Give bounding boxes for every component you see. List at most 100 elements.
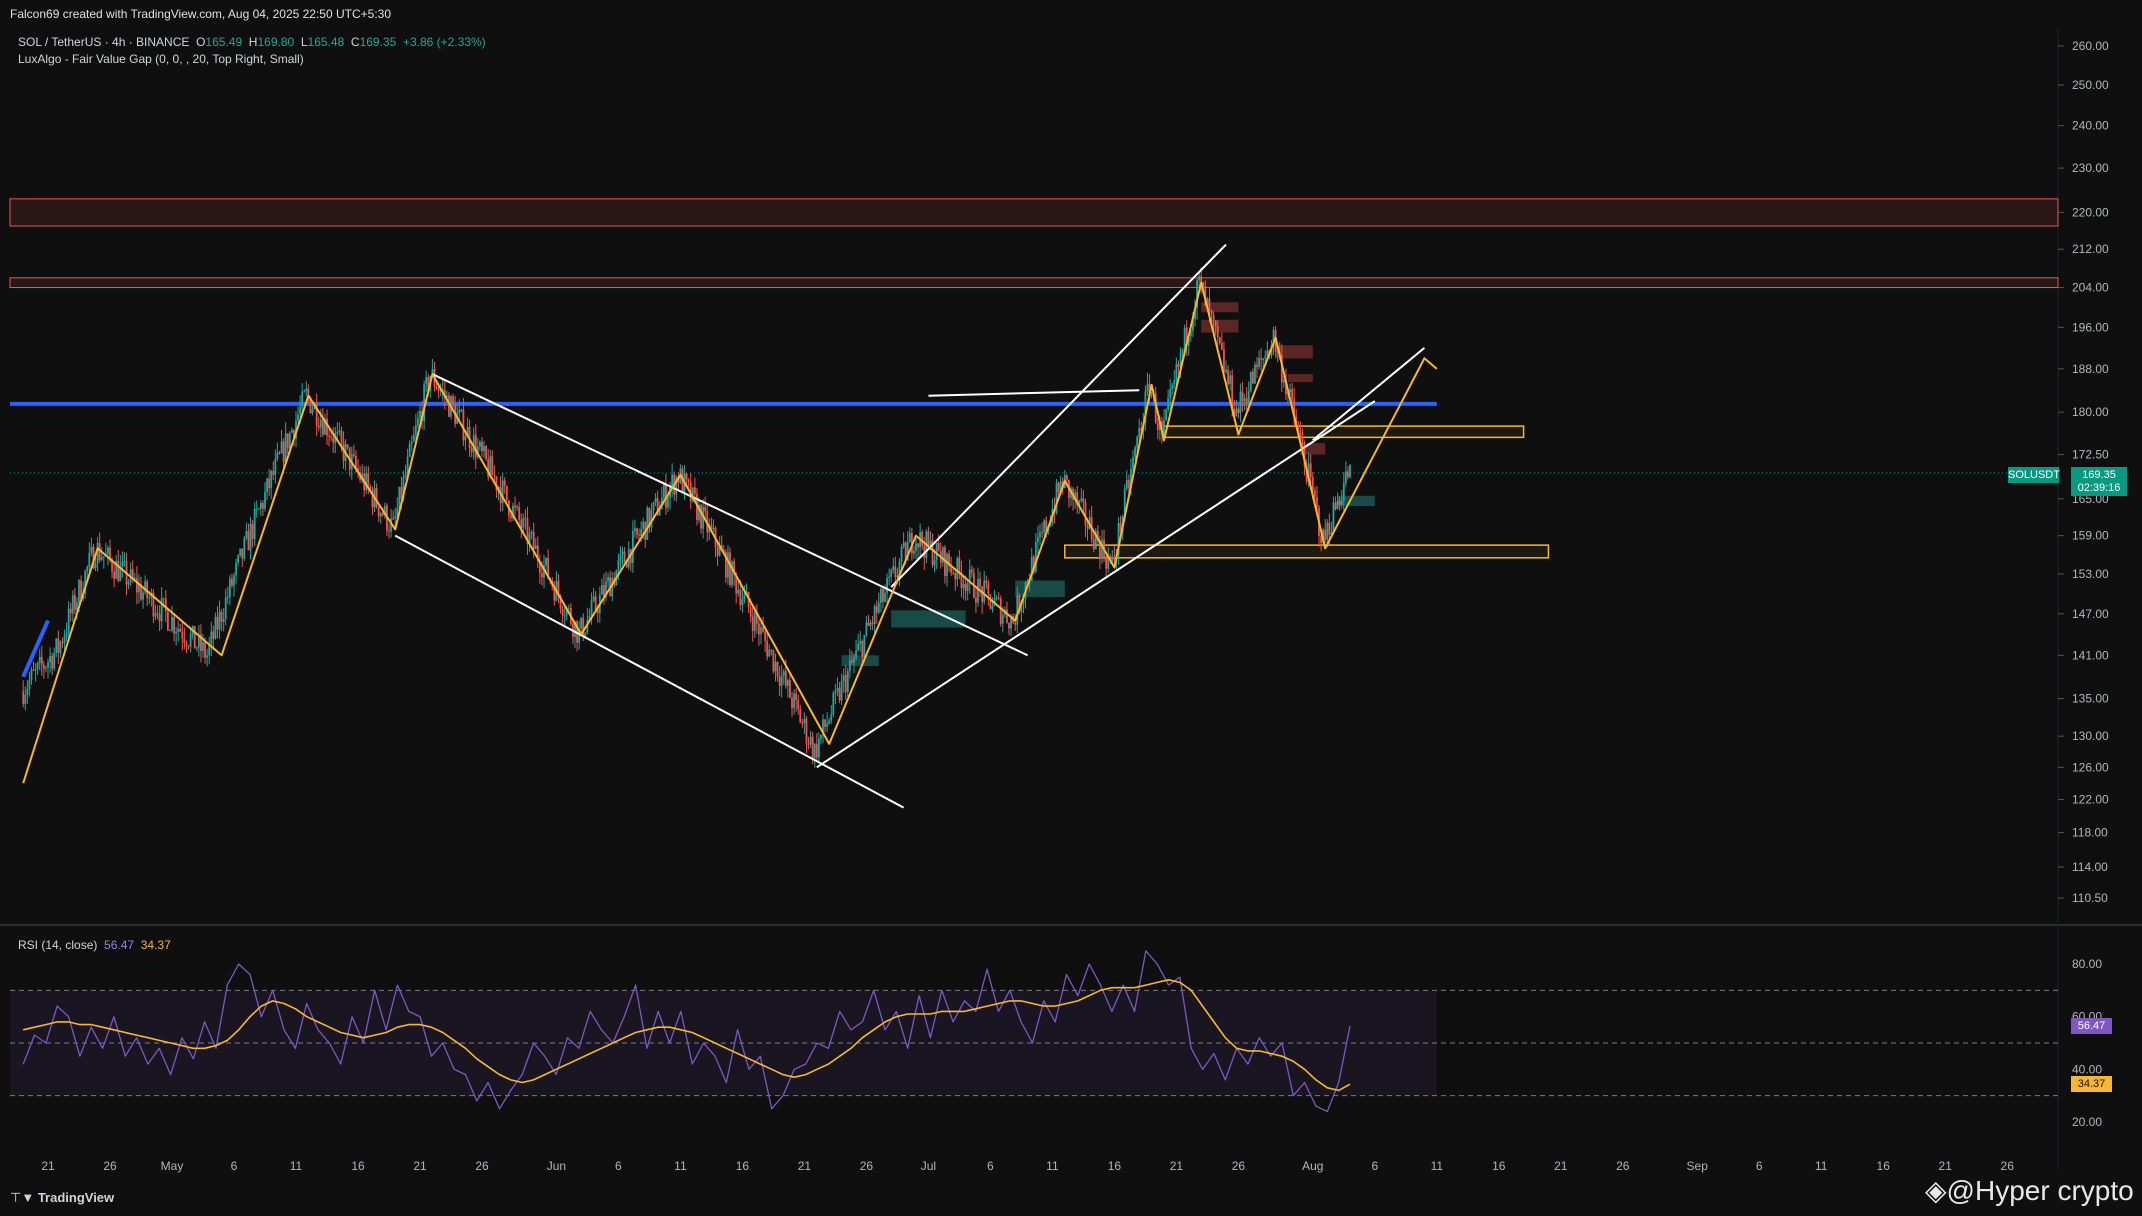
candle-body (888, 576, 891, 579)
candle-body (175, 632, 178, 634)
candle-body (144, 581, 147, 593)
candle-body (995, 597, 998, 599)
candle-body (1105, 557, 1108, 569)
candle-body (479, 442, 481, 447)
candle-body (545, 557, 547, 566)
bullish-fvg-box (1015, 580, 1065, 598)
candle-body (1233, 408, 1236, 416)
candle-body (871, 622, 874, 624)
candle-body (975, 597, 977, 603)
candle-body (404, 473, 407, 478)
candle-body (667, 497, 669, 508)
candle-body (437, 389, 440, 391)
candle-body (1262, 358, 1265, 360)
support-zone-2 (1064, 544, 1550, 559)
candle-body (693, 487, 696, 494)
candle-body (698, 504, 700, 521)
symbol-legend[interactable]: SOL / TetherUS · 4h · BINANCE O165.49 H1… (18, 35, 486, 49)
indicator-legend[interactable]: LuxAlgo - Fair Value Gap (0, 0, , 20, To… (18, 52, 304, 66)
candle-body (1196, 280, 1198, 308)
ohlc-change: +3.86 (+2.33%) (402, 35, 486, 49)
candle-body (603, 585, 605, 597)
candle-body (534, 545, 537, 550)
candle-body (1034, 542, 1037, 572)
candle-body (958, 557, 961, 572)
candle-body (648, 507, 651, 528)
candle-body (844, 675, 847, 692)
x-tick-label: 26 (103, 1159, 117, 1173)
candle-body (1229, 375, 1232, 385)
candle-body (324, 418, 326, 435)
candle-body (685, 473, 688, 480)
candle-body (559, 595, 562, 609)
candle-body (716, 546, 719, 556)
zigzag-line (22, 281, 1438, 784)
candle-body (1237, 408, 1240, 413)
candle-body (1297, 428, 1300, 431)
candle-body (1206, 298, 1209, 306)
candle-body (981, 586, 984, 603)
candle-body (1185, 327, 1188, 346)
candle-body (948, 553, 950, 567)
candle-body (189, 634, 192, 647)
candle-body (1113, 557, 1116, 560)
x-tick-label: 11 (1431, 1159, 1444, 1173)
resistance-zone-2 (9, 277, 2059, 289)
candle-body (1299, 430, 1302, 437)
candle-body (102, 556, 105, 558)
candle-body (107, 547, 109, 554)
candle-body (332, 437, 335, 443)
candle-body (588, 616, 591, 620)
symbol-line[interactable]: SOL / TetherUS · 4h · BINANCE (18, 35, 190, 49)
candle-body (1127, 479, 1130, 488)
rsi-legend[interactable]: RSI (14, close) 56.47 34.37 (18, 938, 171, 952)
candle-body (491, 456, 494, 476)
candle-body (964, 583, 967, 591)
candle-body (514, 505, 516, 508)
candle-body (921, 532, 924, 546)
candle-body (156, 613, 159, 615)
candle-body (704, 506, 707, 512)
tradingview-logo[interactable]: ⊤▼ TradingView (10, 1190, 115, 1205)
candle-body (336, 431, 339, 433)
candle-body (1008, 622, 1010, 629)
candle-body (1227, 369, 1229, 385)
candle-body (656, 498, 659, 515)
candle-body (210, 631, 213, 645)
candle-body (154, 613, 157, 617)
candle-body (295, 420, 297, 439)
candle-body (406, 456, 409, 474)
candle-body (1276, 351, 1279, 353)
bearish-fvg-box (1201, 319, 1239, 333)
candle-body (162, 597, 165, 599)
candle-body (1101, 539, 1103, 560)
candle-body (662, 484, 665, 498)
candle-body (1154, 393, 1157, 423)
candle-body (1134, 447, 1136, 458)
candle-body (140, 584, 142, 600)
candle-body (286, 433, 289, 449)
candle-body (1125, 479, 1128, 489)
candle-body (472, 435, 475, 453)
candle-body (722, 549, 725, 552)
candle-body (340, 430, 343, 442)
candle-body (371, 490, 374, 508)
candle-body (1181, 349, 1184, 353)
candle-body (222, 618, 225, 622)
candle-body (278, 452, 281, 454)
candle-body (851, 660, 853, 663)
watermark-text: @Hyper crypto (1946, 1175, 2134, 1206)
last-price-value: 169.35 (2082, 469, 2116, 481)
price-zones (9, 198, 2059, 666)
candle-body (960, 571, 963, 589)
candle-body (123, 561, 126, 563)
candle-body (237, 555, 240, 563)
candle-body (650, 510, 653, 528)
candle-body (1220, 343, 1223, 350)
candle-body (652, 502, 655, 511)
candle-body (121, 561, 124, 566)
candle-body (1309, 463, 1312, 478)
candle-body (1020, 604, 1023, 613)
candle-body (59, 641, 62, 653)
